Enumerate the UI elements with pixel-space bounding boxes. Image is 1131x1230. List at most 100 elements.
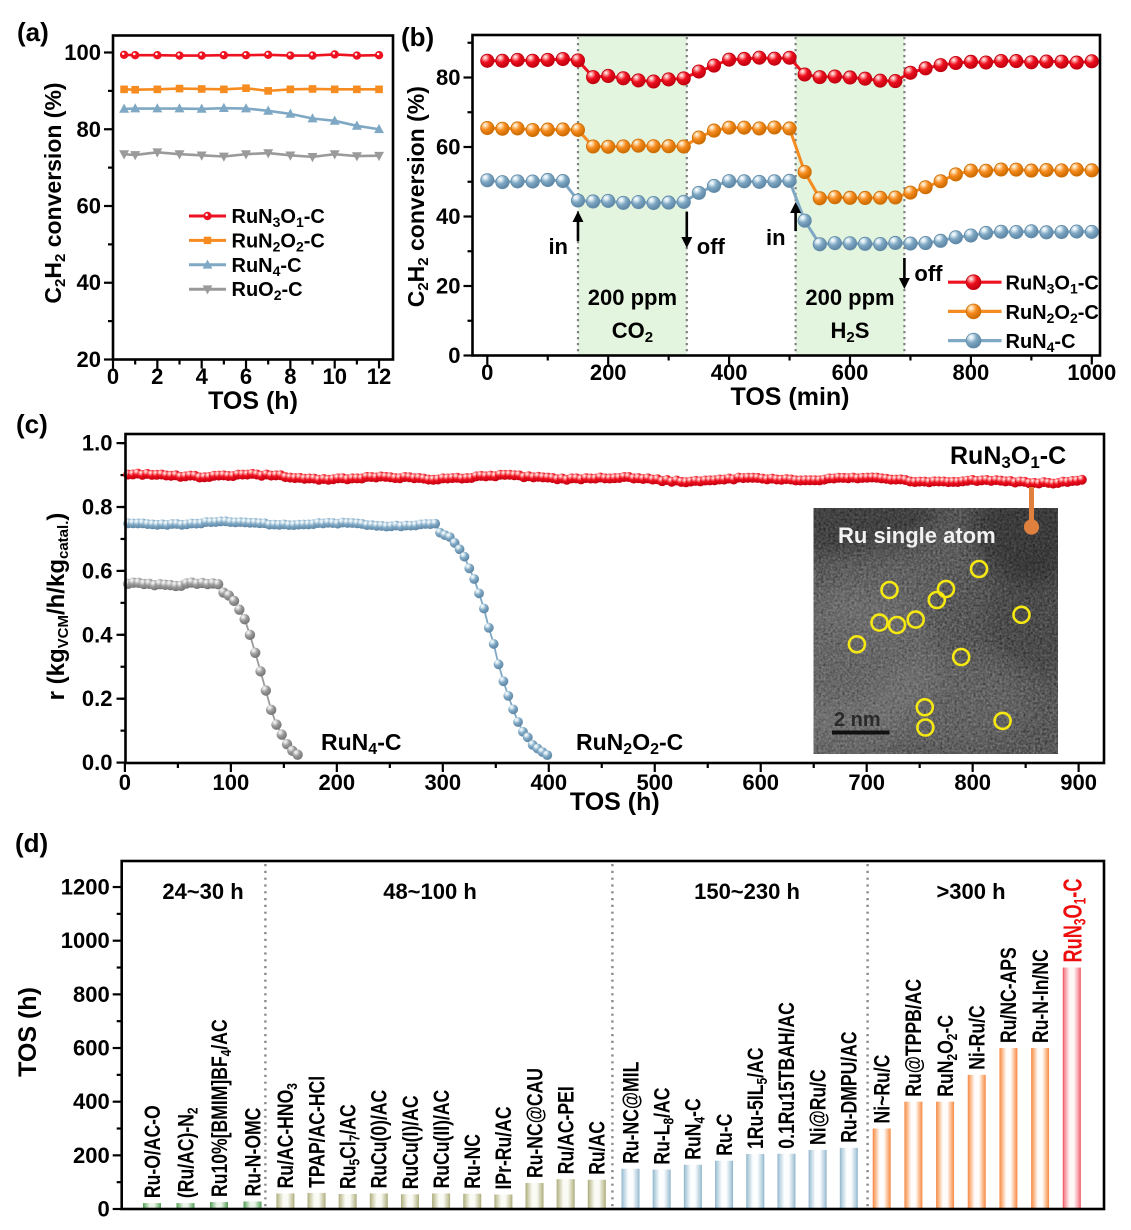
svg-text:Ru/NC-APS: Ru/NC-APS bbox=[997, 947, 1021, 1043]
svg-text:12: 12 bbox=[367, 364, 391, 389]
svg-text:6: 6 bbox=[240, 364, 252, 389]
svg-text:RuN3O1-C: RuN3O1-C bbox=[1006, 273, 1099, 297]
svg-text:(c): (c) bbox=[16, 409, 48, 439]
svg-text:600: 600 bbox=[832, 360, 869, 385]
svg-text:Ru-NC@MIL: Ru-NC@MIL bbox=[620, 1062, 644, 1164]
svg-text:80: 80 bbox=[77, 117, 101, 142]
svg-text:Ru-C: Ru-C bbox=[713, 1114, 737, 1156]
svg-text:RuN4-C: RuN4-C bbox=[682, 1098, 708, 1159]
svg-text:1000: 1000 bbox=[1067, 360, 1116, 385]
svg-text:60: 60 bbox=[436, 135, 460, 160]
svg-text:TOS (h): TOS (h) bbox=[208, 387, 298, 415]
svg-text:Ru10%[BMIM]BF4/AC: Ru10%[BMIM]BF4/AC bbox=[208, 1019, 234, 1197]
svg-text:10: 10 bbox=[322, 364, 346, 389]
svg-text:0: 0 bbox=[481, 360, 493, 385]
svg-text:Ni-Ru/C: Ni-Ru/C bbox=[966, 1005, 990, 1069]
svg-text:in: in bbox=[548, 234, 568, 259]
svg-text:RuN2O2-C: RuN2O2-C bbox=[934, 1015, 960, 1097]
svg-text:600: 600 bbox=[742, 770, 779, 795]
svg-text:8: 8 bbox=[284, 364, 296, 389]
svg-text:0.0: 0.0 bbox=[82, 750, 113, 775]
svg-text:Ru-N-In/NC: Ru-N-In/NC bbox=[1029, 949, 1053, 1043]
svg-text:0: 0 bbox=[448, 343, 460, 368]
svg-text:1000: 1000 bbox=[61, 928, 110, 953]
svg-text:20: 20 bbox=[77, 347, 101, 372]
svg-text:200 ppm: 200 ppm bbox=[805, 285, 894, 310]
svg-text:IPr-Ru/AC: IPr-Ru/AC bbox=[492, 1106, 516, 1189]
svg-text:200: 200 bbox=[590, 360, 627, 385]
svg-text:RuN2O2-C: RuN2O2-C bbox=[232, 230, 325, 254]
svg-text:TOS (h): TOS (h) bbox=[14, 987, 42, 1077]
svg-text:Ru single atom: Ru single atom bbox=[838, 523, 996, 548]
svg-text:100: 100 bbox=[213, 770, 250, 795]
svg-text:0.1Ru15TBAH/AC: 0.1Ru15TBAH/AC bbox=[775, 1002, 799, 1149]
svg-text:Ni~Ru/C: Ni~Ru/C bbox=[871, 1055, 895, 1124]
svg-text:0.4: 0.4 bbox=[82, 622, 113, 647]
svg-text:1200: 1200 bbox=[61, 875, 110, 900]
svg-text:150~230 h: 150~230 h bbox=[694, 879, 800, 904]
svg-text:RuN4-C: RuN4-C bbox=[232, 255, 302, 279]
svg-text:RuN4-C: RuN4-C bbox=[1006, 331, 1076, 355]
svg-text:RuN2O2-C: RuN2O2-C bbox=[576, 729, 683, 758]
svg-text:400: 400 bbox=[530, 770, 567, 795]
svg-text:20: 20 bbox=[436, 274, 460, 299]
svg-text:400: 400 bbox=[73, 1089, 110, 1114]
svg-text:0: 0 bbox=[119, 770, 131, 795]
svg-text:off: off bbox=[914, 261, 943, 286]
svg-text:RuO2-C: RuO2-C bbox=[232, 279, 303, 303]
svg-text:Ru-L8/AC: Ru-L8/AC bbox=[651, 1088, 677, 1165]
svg-text:TOS (h): TOS (h) bbox=[570, 788, 660, 816]
svg-text:(Ru/AC)-N2: (Ru/AC)-N2 bbox=[175, 1107, 201, 1198]
svg-text:24~30 h: 24~30 h bbox=[162, 879, 243, 904]
svg-text:RuCu(II)/AC: RuCu(II)/AC bbox=[430, 1090, 454, 1189]
svg-text:off: off bbox=[697, 234, 726, 259]
svg-text:Ru-DMPU/AC: Ru-DMPU/AC bbox=[838, 1031, 862, 1142]
svg-text:RuN3O1-C: RuN3O1-C bbox=[232, 206, 325, 230]
svg-text:100: 100 bbox=[64, 40, 101, 65]
svg-text:Ru/AC: Ru/AC bbox=[586, 1121, 610, 1175]
svg-text:in: in bbox=[766, 225, 786, 250]
svg-text:1Ru-5IL5/AC: 1Ru-5IL5/AC bbox=[744, 1048, 770, 1149]
svg-text:TOS (min): TOS (min) bbox=[731, 383, 850, 411]
svg-text:TPAP/AC-HCl: TPAP/AC-HCl bbox=[306, 1076, 330, 1188]
svg-text:(a): (a) bbox=[17, 17, 49, 47]
svg-text:Ru5Cl7/AC: Ru5Cl7/AC bbox=[337, 1104, 363, 1189]
svg-text:0.2: 0.2 bbox=[82, 686, 113, 711]
svg-text:1.0: 1.0 bbox=[82, 431, 113, 456]
svg-text:CO2: CO2 bbox=[612, 318, 653, 346]
svg-text:>300 h: >300 h bbox=[936, 879, 1005, 904]
svg-text:RuCu(0)/AC: RuCu(0)/AC bbox=[368, 1090, 392, 1189]
svg-text:H2S: H2S bbox=[831, 318, 870, 346]
svg-text:800: 800 bbox=[73, 982, 110, 1007]
svg-text:40: 40 bbox=[77, 270, 101, 295]
svg-text:200: 200 bbox=[318, 770, 355, 795]
svg-text:C2H2 conversion (%): C2H2 conversion (%) bbox=[40, 82, 69, 303]
svg-text:400: 400 bbox=[711, 360, 748, 385]
svg-text:0.8: 0.8 bbox=[82, 495, 113, 520]
svg-text:RuCu(I)/AC: RuCu(I)/AC bbox=[399, 1095, 423, 1189]
svg-text:Ru/AC-PEI: Ru/AC-PEI bbox=[555, 1086, 579, 1174]
svg-text:48~100 h: 48~100 h bbox=[383, 879, 477, 904]
svg-text:0.6: 0.6 bbox=[82, 558, 113, 583]
svg-text:200 ppm: 200 ppm bbox=[588, 285, 677, 310]
svg-text:600: 600 bbox=[73, 1036, 110, 1061]
svg-text:80: 80 bbox=[436, 65, 460, 90]
svg-text:0: 0 bbox=[97, 1197, 109, 1222]
svg-text:Ru/AC-HNO3: Ru/AC-HNO3 bbox=[274, 1083, 300, 1189]
svg-text:800: 800 bbox=[954, 770, 991, 795]
svg-text:RuN3O1-C: RuN3O1-C bbox=[950, 442, 1066, 472]
svg-text:500: 500 bbox=[636, 770, 673, 795]
svg-text:200: 200 bbox=[73, 1143, 110, 1168]
svg-text:800: 800 bbox=[953, 360, 990, 385]
svg-text:Ru-NC@CAU: Ru-NC@CAU bbox=[524, 1068, 548, 1178]
svg-text:RuN4-C: RuN4-C bbox=[321, 729, 401, 758]
svg-text:2 nm: 2 nm bbox=[834, 709, 881, 731]
svg-text:4: 4 bbox=[196, 364, 209, 389]
svg-text:Ni@Ru/C: Ni@Ru/C bbox=[807, 1069, 831, 1145]
svg-text:700: 700 bbox=[848, 770, 885, 795]
svg-text:60: 60 bbox=[77, 194, 101, 219]
svg-text:C2H2 conversion (%): C2H2 conversion (%) bbox=[403, 86, 432, 307]
svg-text:Ru-O/AC-O: Ru-O/AC-O bbox=[141, 1105, 165, 1198]
svg-text:0: 0 bbox=[107, 364, 119, 389]
svg-text:Ru-NC: Ru-NC bbox=[461, 1134, 485, 1189]
